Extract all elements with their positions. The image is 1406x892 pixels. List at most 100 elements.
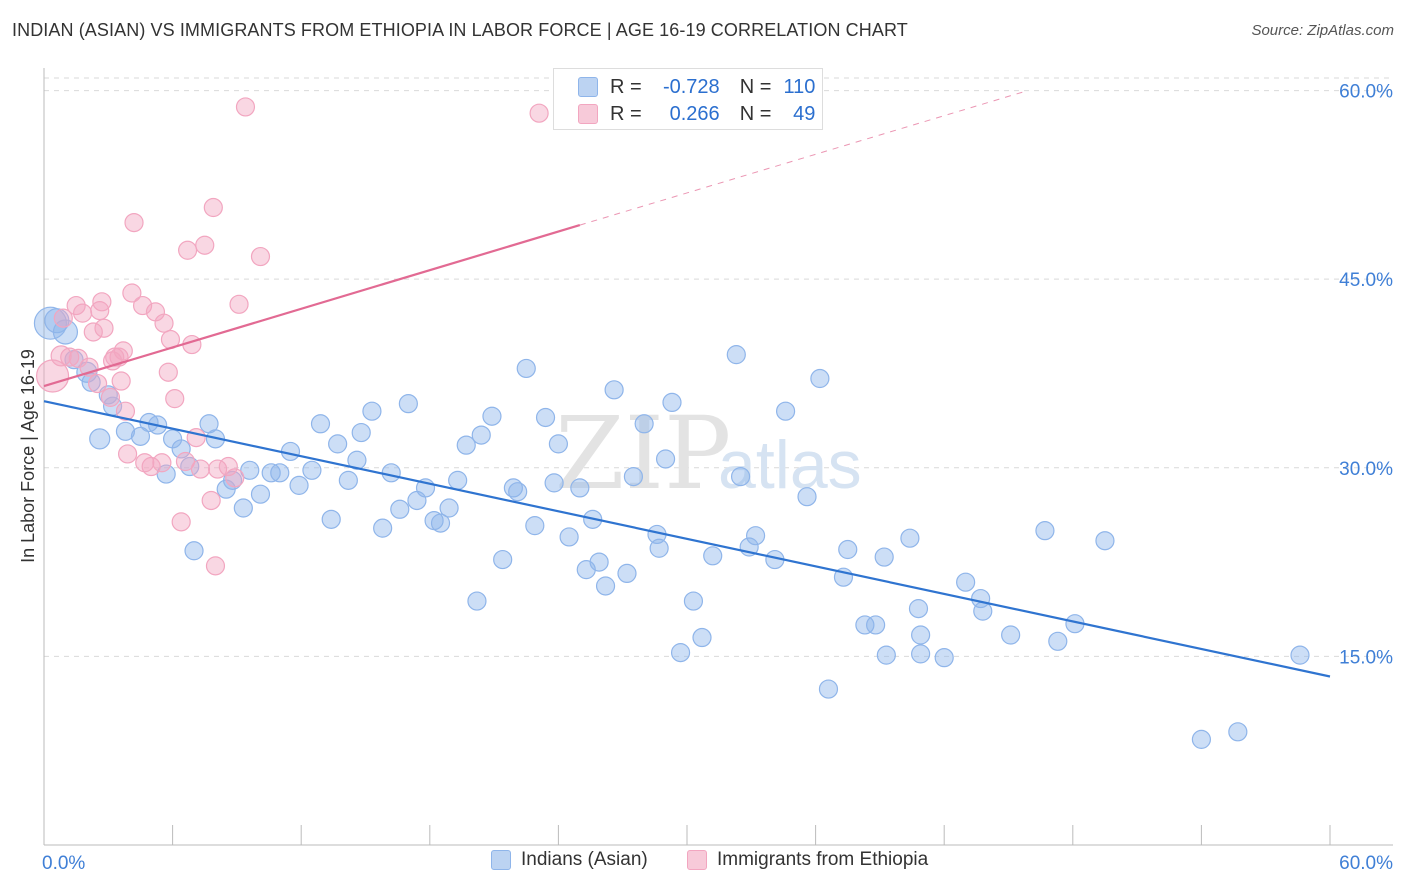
data-point [1048, 631, 1068, 651]
data-point [855, 615, 875, 635]
data-point [87, 373, 108, 394]
data-point [195, 235, 215, 255]
legend-item-ethiopia[interactable]: Immigrants from Ethiopia [687, 849, 928, 871]
data-point [184, 541, 204, 561]
data-point [66, 295, 86, 316]
data-point [589, 552, 609, 572]
data-point [797, 487, 817, 507]
data-point [516, 358, 536, 379]
data-point [122, 283, 142, 303]
data-point [190, 459, 211, 479]
source-label: Source: ZipAtlas.com [1251, 22, 1394, 39]
data-point [908, 599, 929, 619]
stats-r-value: -0.728 [662, 75, 720, 98]
data-point [381, 463, 401, 483]
data-point [362, 401, 382, 421]
stats-n-value: 49 [793, 102, 816, 125]
legend-item-indians[interactable]: Indians (Asian) [491, 849, 648, 871]
stats-row-indians: R = -0.728 N = 110 [578, 73, 815, 101]
data-point [1290, 645, 1310, 665]
data-point [158, 362, 178, 382]
data-point [225, 468, 245, 488]
data-point [205, 556, 226, 576]
points-layer [33, 97, 1310, 749]
data-point [175, 451, 196, 472]
data-point [1035, 521, 1055, 541]
data-point [900, 528, 920, 548]
data-point [218, 456, 238, 477]
data-point [810, 368, 830, 389]
watermark-atlas: atlas [718, 427, 862, 503]
stats-swatch-ethiopia [578, 104, 598, 124]
data-point [92, 292, 112, 312]
data-point [508, 482, 528, 502]
data-point [83, 322, 103, 342]
series-indians [33, 306, 1310, 749]
data-point [703, 546, 723, 566]
data-point [439, 498, 459, 518]
data-point [1191, 729, 1212, 749]
data-point [156, 464, 176, 484]
watermark: ZIP atlas [555, 395, 862, 512]
data-point [113, 341, 133, 361]
y-tick-label: 15.0% [1339, 647, 1393, 668]
data-point [165, 389, 185, 409]
data-point [874, 547, 894, 567]
data-point [154, 313, 174, 333]
data-point [302, 460, 322, 480]
data-point [838, 539, 858, 560]
data-point [141, 456, 161, 477]
data-point [229, 294, 249, 314]
data-point [390, 499, 410, 519]
data-point [692, 627, 712, 648]
data-point [1095, 531, 1115, 551]
chart-title: INDIAN (ASIAN) VS IMMIGRANTS FROM ETHIOP… [12, 20, 908, 40]
stats-row-ethiopia: R = 0.266 N = 49 [578, 100, 815, 128]
data-point [595, 576, 616, 596]
trend-layer [43, 91, 1331, 678]
data-point [529, 103, 549, 123]
data-point [655, 449, 676, 469]
stats-box: R = -0.728 N = 110 R = 0.266 N = 49 [553, 68, 823, 130]
y-axis-label: In Labor Force | Age 16-19 [18, 349, 38, 563]
trend-line-indians [43, 400, 1331, 678]
data-point [649, 538, 669, 558]
x-tick-label-max: 60.0% [1339, 853, 1393, 874]
stats-r-value: 0.266 [669, 102, 720, 125]
legend-swatch-ethiopia [687, 850, 707, 870]
data-point [730, 466, 751, 487]
data-point [493, 549, 513, 570]
data-point [548, 434, 569, 454]
data-point [233, 498, 253, 518]
data-point [482, 406, 502, 426]
stats-n-label: N = [739, 102, 772, 125]
data-point [115, 401, 136, 421]
data-point [53, 308, 73, 328]
data-point [775, 401, 796, 421]
data-point [456, 435, 476, 455]
data-point [351, 422, 371, 443]
data-point [240, 460, 260, 480]
axes-layer [43, 68, 1393, 846]
data-point [250, 484, 271, 504]
data-point [726, 345, 746, 365]
data-point [467, 591, 487, 611]
data-point [89, 428, 111, 450]
stats-n-value: 110 [783, 75, 816, 98]
data-point [559, 527, 579, 547]
y-tick-label: 60.0% [1339, 82, 1393, 103]
data-point [130, 426, 151, 446]
data-point [471, 425, 491, 445]
data-point [152, 453, 172, 473]
y-tick-label: 30.0% [1339, 459, 1393, 480]
data-point [662, 392, 682, 413]
data-point [911, 644, 931, 664]
data-point [72, 303, 93, 323]
data-point [117, 444, 138, 464]
x-tick-label-min: 0.0% [42, 853, 85, 874]
data-point [525, 516, 545, 536]
data-point [430, 513, 451, 533]
data-point [634, 414, 654, 434]
data-point [270, 463, 290, 483]
data-point [683, 591, 704, 611]
